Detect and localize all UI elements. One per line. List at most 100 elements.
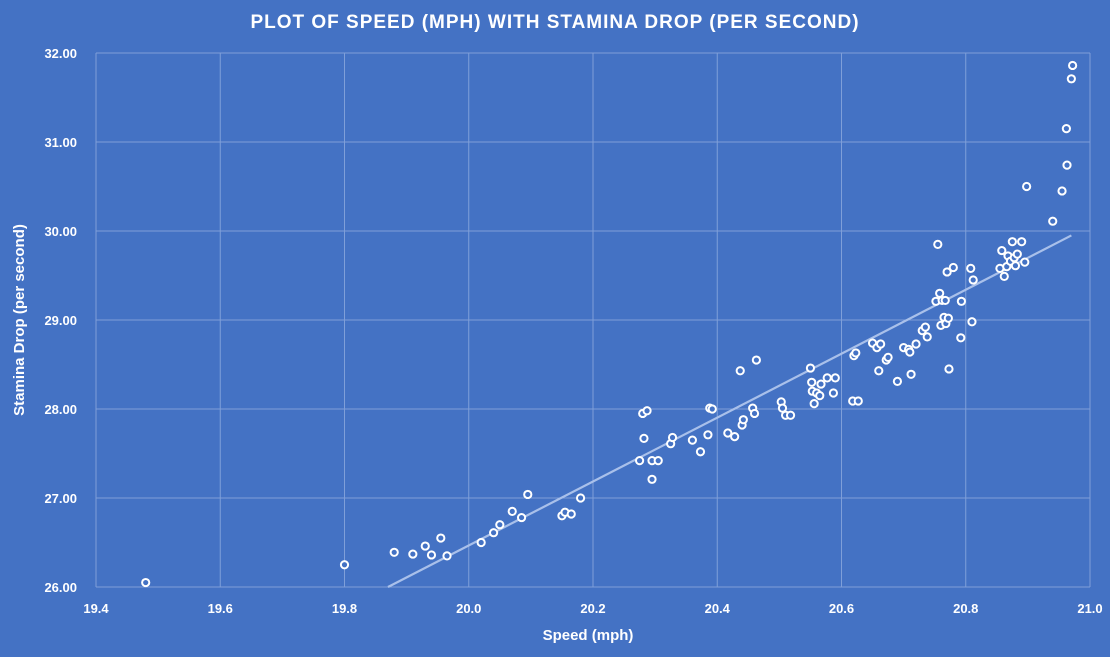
data-point — [968, 275, 978, 285]
data-point — [967, 317, 977, 327]
data-point — [874, 366, 884, 376]
data-point — [853, 396, 863, 406]
data-point — [1048, 216, 1058, 226]
data-point — [809, 399, 819, 409]
data-point — [738, 415, 748, 425]
data-point — [707, 404, 717, 414]
data-point — [920, 322, 930, 332]
data-point — [943, 313, 953, 323]
data-point — [489, 528, 499, 538]
data-point — [723, 428, 733, 438]
data-point — [730, 431, 740, 442]
data-point — [905, 347, 915, 357]
gridlines — [95, 52, 1091, 588]
y-axis-title: Stamina Drop (per second) — [11, 224, 28, 416]
data-point — [420, 541, 430, 551]
y-tick-label: 26.00 — [44, 580, 77, 595]
x-tick-label: 21.0 — [1077, 601, 1102, 616]
data-point — [1010, 261, 1021, 271]
y-tick-label: 31.00 — [44, 135, 77, 150]
data-point — [876, 339, 886, 349]
data-point — [1061, 124, 1071, 134]
data-point — [822, 373, 832, 383]
data-point — [944, 364, 954, 374]
data-point — [1068, 60, 1078, 71]
data-point — [1022, 181, 1032, 192]
data-point — [1057, 186, 1067, 196]
data-point — [1017, 237, 1027, 247]
data-point — [667, 432, 678, 443]
data-point — [805, 363, 816, 373]
x-tick-label: 19.4 — [83, 601, 109, 616]
data-point — [749, 408, 760, 419]
data-point — [1066, 74, 1076, 84]
data-point — [695, 447, 706, 457]
y-tick-label: 29.00 — [44, 313, 77, 328]
data-point — [642, 406, 652, 416]
data-point — [1062, 160, 1072, 170]
data-point — [1020, 257, 1030, 267]
data-point — [426, 550, 437, 560]
x-tick-label: 20.4 — [705, 601, 731, 616]
data-point — [639, 433, 649, 443]
data-points — [141, 60, 1078, 588]
data-point — [940, 295, 950, 306]
x-tick-label: 19.6 — [208, 601, 233, 616]
data-point — [997, 245, 1007, 256]
x-tick-label: 20.2 — [580, 601, 605, 616]
data-point — [785, 410, 796, 420]
data-point — [653, 456, 663, 466]
data-point — [703, 430, 713, 440]
data-point — [516, 512, 527, 523]
data-point — [816, 379, 826, 389]
data-point — [815, 391, 825, 401]
data-point — [436, 533, 446, 543]
data-point — [942, 267, 952, 277]
data-point — [830, 373, 840, 383]
y-tick-label: 27.00 — [44, 491, 77, 506]
x-axis-title: Speed (mph) — [543, 627, 634, 644]
data-point — [883, 352, 893, 362]
y-tick-label: 28.00 — [44, 402, 77, 417]
data-point — [807, 377, 817, 387]
data-point — [647, 474, 657, 484]
data-point — [523, 489, 533, 500]
y-tick-label: 30.00 — [44, 224, 77, 239]
data-point — [389, 547, 399, 557]
data-point — [495, 520, 505, 530]
data-point — [922, 332, 932, 342]
data-point — [892, 376, 903, 387]
data-point — [507, 506, 517, 516]
x-tick-label: 19.8 — [332, 601, 357, 616]
data-point — [687, 435, 698, 445]
data-point — [566, 509, 576, 519]
tick-labels: 19.4 19.6 19.8 20.0 20.2 20.4 20.6 20.8 21.0 26.0… — [44, 46, 1102, 616]
data-point — [911, 339, 921, 349]
data-point — [1007, 237, 1017, 247]
data-point — [851, 348, 861, 358]
data-point — [966, 263, 976, 273]
x-tick-label: 20.8 — [953, 601, 978, 616]
data-point — [634, 456, 645, 466]
data-point — [339, 560, 350, 570]
data-point — [935, 288, 945, 298]
x-tick-label: 20.6 — [829, 601, 854, 616]
data-point — [956, 296, 967, 306]
data-point — [442, 551, 452, 561]
y-tick-label: 32.00 — [44, 46, 77, 61]
data-point — [476, 537, 486, 548]
data-point — [999, 271, 1009, 281]
data-point — [1012, 249, 1022, 259]
chart-title: PLOT OF SPEED (MPH) WITH STAMINA DROP (P… — [250, 12, 859, 33]
data-point — [408, 549, 418, 559]
data-point — [575, 493, 586, 503]
x-tick-label: 20.0 — [456, 601, 481, 616]
data-point — [735, 366, 745, 376]
data-point — [828, 388, 839, 398]
data-point — [141, 577, 151, 588]
data-point — [906, 369, 916, 379]
data-point — [933, 239, 943, 249]
data-point — [948, 262, 958, 273]
